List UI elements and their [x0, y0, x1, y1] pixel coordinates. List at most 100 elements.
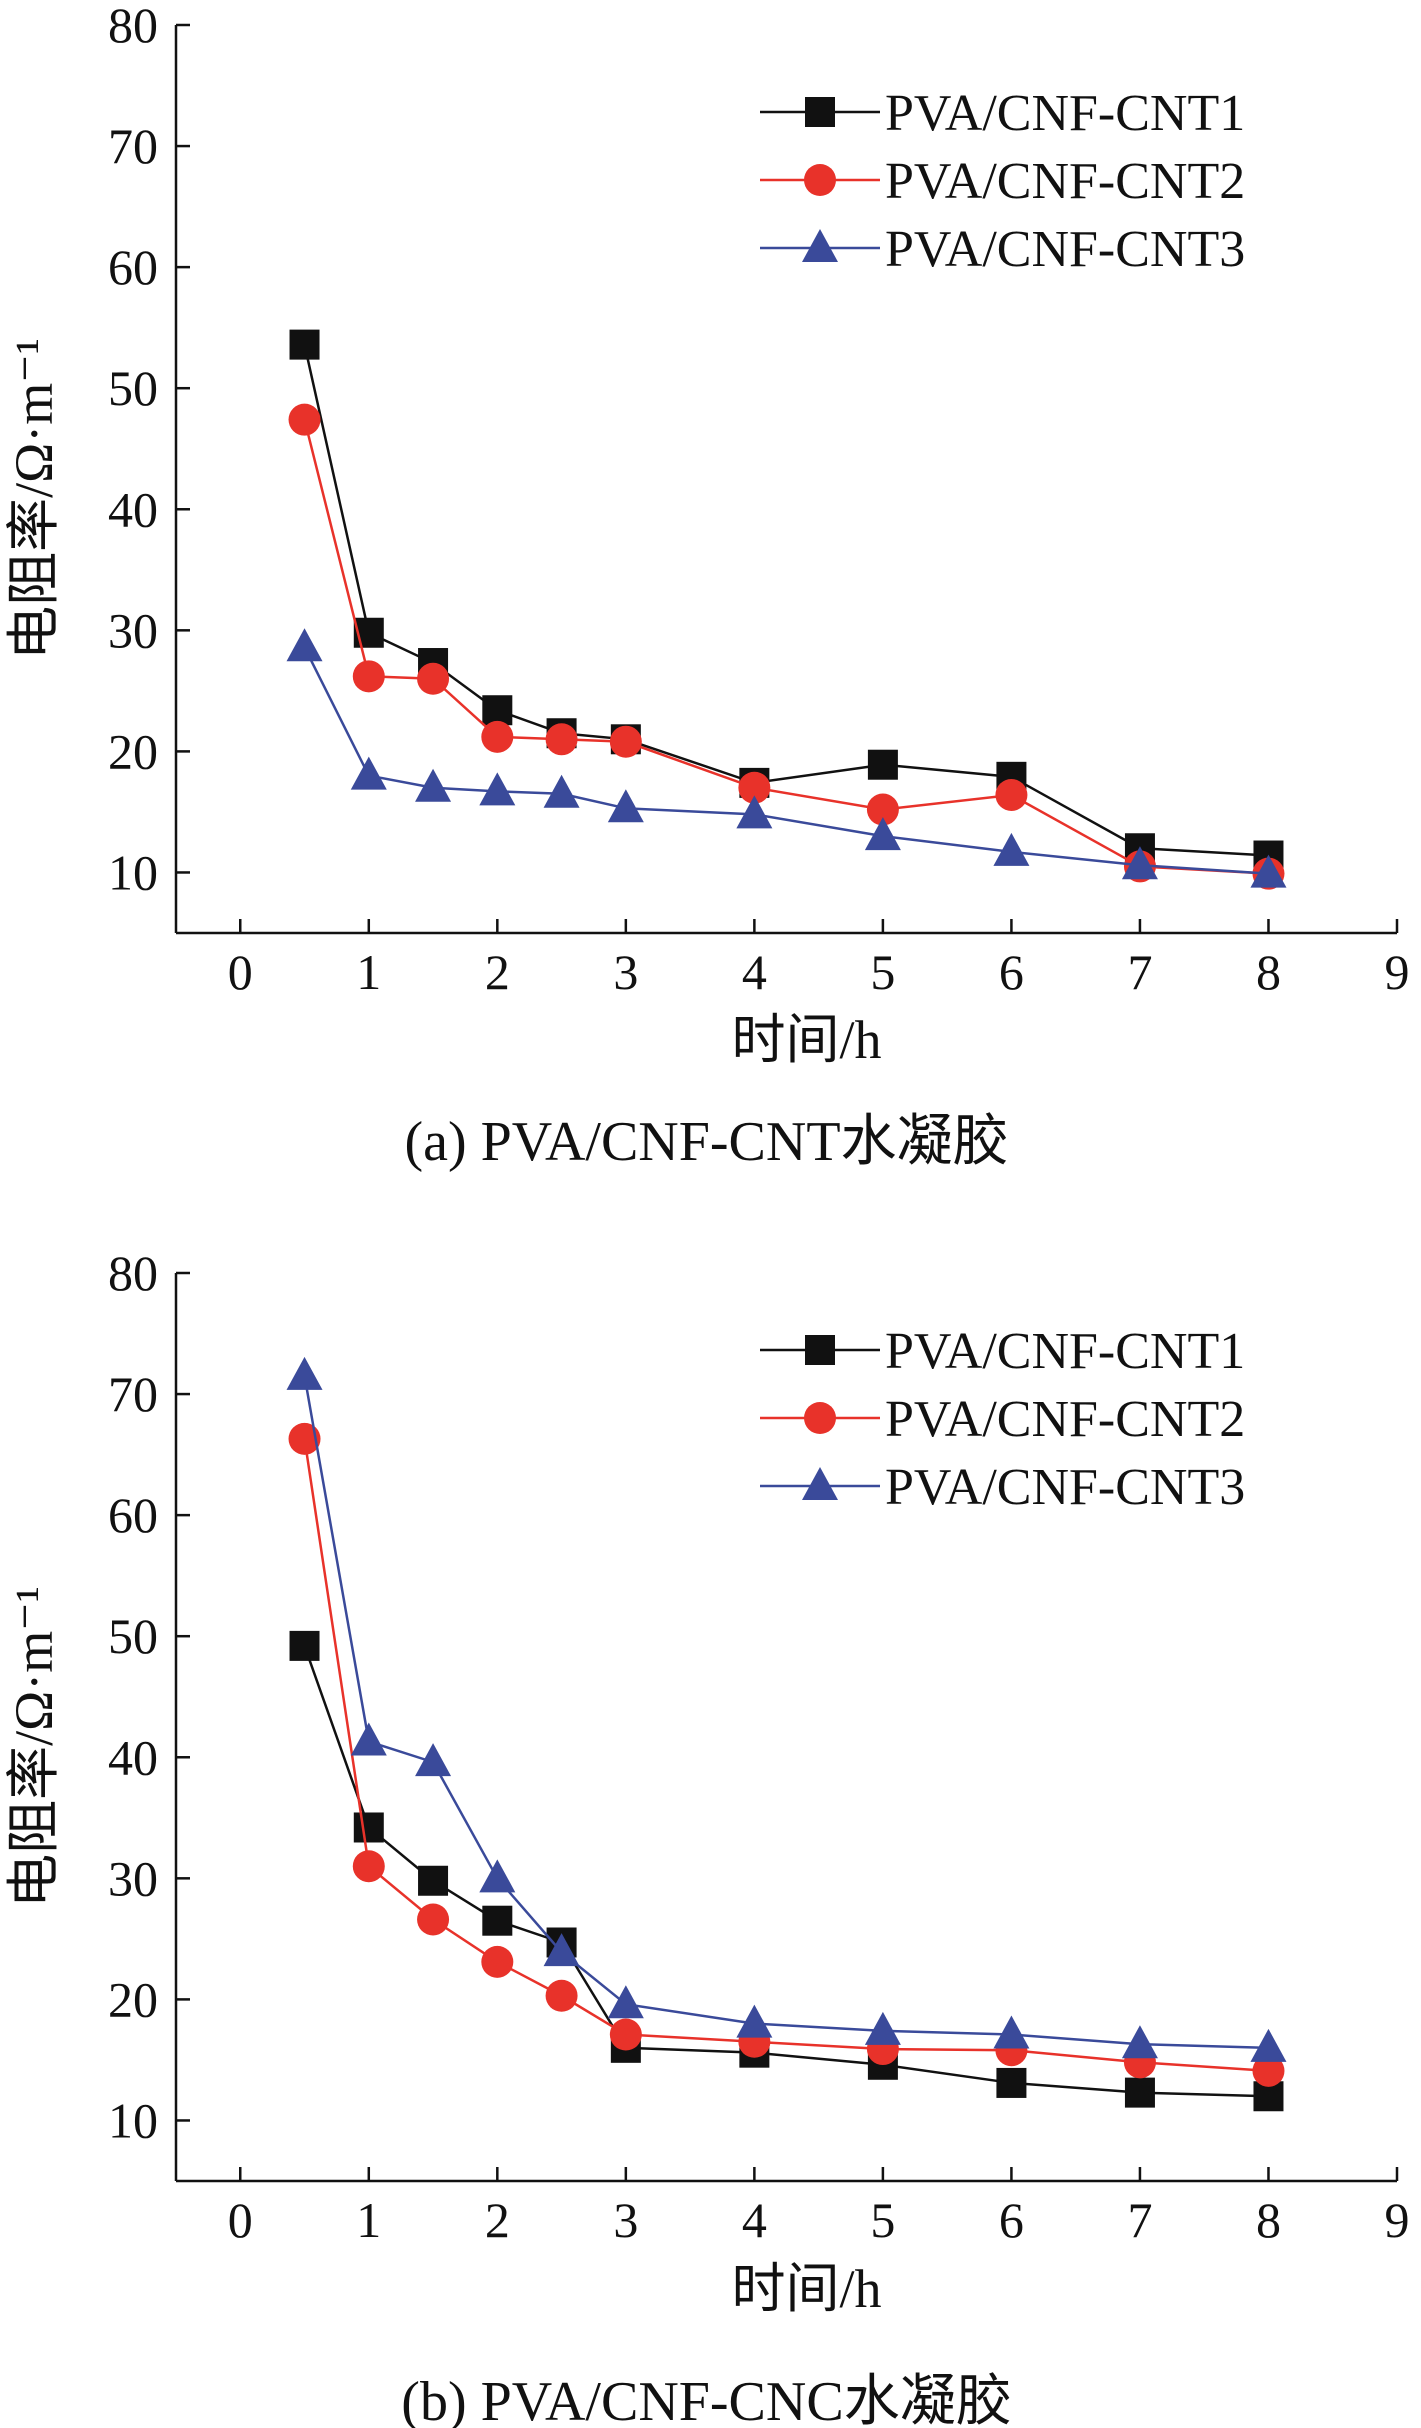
- legend-marker: [804, 164, 836, 196]
- y-tick-label: 50: [108, 360, 158, 416]
- data-point: [1252, 2054, 1285, 2087]
- data-point: [288, 1422, 321, 1455]
- legend-label: PVA/CNF-CNT2: [885, 1391, 1245, 1448]
- data-point: [736, 795, 773, 829]
- x-tick-label: 2: [485, 944, 510, 1000]
- series-line: [303, 344, 1269, 857]
- x-tick-label: 1: [356, 944, 381, 1000]
- legend-label: PVA/CNF-CNT3: [885, 1459, 1245, 1516]
- x-tick-label: 6: [999, 2192, 1024, 2248]
- data-point: [481, 1945, 514, 1978]
- data-point: [1121, 2025, 1158, 2059]
- data-point: [609, 725, 642, 758]
- data-point: [996, 2067, 1027, 2098]
- y-tick-label: 30: [108, 602, 158, 658]
- data-point: [479, 772, 516, 806]
- data-point: [288, 403, 321, 436]
- legend-label: PVA/CNF-CNT3: [885, 221, 1245, 278]
- data-point: [864, 817, 901, 851]
- legend: PVA/CNF-CNT1 PVA/CNF-CNT2 PVA/CNF-CNT3: [760, 1323, 1245, 1516]
- series-3: [286, 1356, 1287, 2062]
- data-point: [545, 1979, 578, 2012]
- y-tick-label: 30: [108, 1850, 158, 1906]
- legend-marker: [805, 1335, 835, 1365]
- x-tick-label: 3: [613, 2192, 638, 2248]
- data-point: [543, 774, 580, 808]
- series-2: [288, 1422, 1285, 2087]
- y-tick-label: 20: [108, 1971, 158, 2027]
- data-point: [418, 1865, 449, 1896]
- x-tick-label: 8: [1256, 2192, 1281, 2248]
- y-tick-label: 60: [108, 239, 158, 295]
- data-point: [543, 1933, 580, 1967]
- data-point: [352, 1850, 385, 1883]
- y-tick-label: 10: [108, 844, 158, 900]
- x-tick-label: 2: [485, 2192, 510, 2248]
- data-point: [286, 1356, 323, 1390]
- x-tick-label: 7: [1127, 944, 1152, 1000]
- data-point: [738, 771, 771, 804]
- x-tick-label: 4: [742, 944, 767, 1000]
- data-point: [993, 2015, 1030, 2049]
- data-point: [415, 1743, 452, 1777]
- data-point: [352, 660, 385, 693]
- legend-label: PVA/CNF-CNT1: [885, 1323, 1245, 1380]
- data-point: [607, 1985, 644, 2019]
- legend-marker: [802, 1467, 838, 1500]
- data-point: [995, 778, 1028, 811]
- y-tick-label: 50: [108, 1608, 158, 1664]
- chart-panel-a: 10 20 30 40 50 60 70 80 0 1 2 3 4 5 6 7 8 9 时间/h 电阻率/Ω·m⁻¹ (…: [4, 0, 1410, 1173]
- data-point: [350, 756, 387, 790]
- legend-marker: [802, 229, 838, 262]
- legend-label: PVA/CNF-CNT2: [885, 153, 1245, 210]
- data-point: [482, 695, 513, 726]
- data-point: [993, 832, 1030, 866]
- series-2: [288, 403, 1285, 890]
- data-point: [1121, 846, 1158, 880]
- y-tick-label: 80: [108, 0, 158, 53]
- legend: PVA/CNF-CNT1 PVA/CNF-CNT2 PVA/CNF-CNT3: [760, 85, 1245, 278]
- x-tick-label: 8: [1256, 944, 1281, 1000]
- y-tick-label: 40: [108, 1729, 158, 1785]
- y-tick-label: 40: [108, 481, 158, 537]
- series-3: [286, 628, 1287, 888]
- x-tick-label: 5: [870, 944, 895, 1000]
- data-point: [286, 628, 323, 662]
- data-point: [866, 793, 899, 826]
- y-tick-label: 80: [108, 1245, 158, 1301]
- chart-caption: (a) PVA/CNF-CNT水凝胶: [404, 1111, 1008, 1173]
- x-tick-label: 0: [228, 2192, 253, 2248]
- data-point: [481, 720, 514, 753]
- data-point: [736, 2004, 773, 2038]
- data-point: [1124, 2077, 1155, 2108]
- x-tick-label: 4: [742, 2192, 767, 2248]
- x-axis-label: 时间/h: [731, 1010, 881, 1070]
- x-tick-label: 7: [1127, 2192, 1152, 2248]
- y-tick-label: 70: [108, 118, 158, 174]
- data-point: [417, 662, 450, 695]
- data-point: [867, 749, 898, 780]
- y-tick-label: 20: [108, 723, 158, 779]
- series-line: [303, 1438, 1269, 2073]
- x-tick-label: 6: [999, 944, 1024, 1000]
- legend-label: PVA/CNF-CNT1: [885, 85, 1245, 142]
- y-tick-label: 10: [108, 2092, 158, 2148]
- data-point: [289, 329, 320, 360]
- data-point: [609, 2018, 642, 2051]
- x-tick-label: 3: [613, 944, 638, 1000]
- data-point: [482, 1905, 513, 1936]
- series-line: [303, 1645, 1269, 2098]
- series-line: [303, 419, 1269, 875]
- x-tick-label: 9: [1385, 2192, 1410, 2248]
- x-tick-label: 5: [870, 2192, 895, 2248]
- legend-marker: [804, 1402, 836, 1434]
- y-axis-label: 电阻率/Ω·m⁻¹: [4, 338, 64, 660]
- y-tick-label: 70: [108, 1366, 158, 1422]
- x-tick-label: 0: [228, 944, 253, 1000]
- chart-caption: (b) PVA/CNF-CNC水凝胶: [401, 2371, 1011, 2428]
- x-tick-label: 1: [356, 2192, 381, 2248]
- data-point: [607, 789, 644, 823]
- data-point: [1250, 854, 1287, 888]
- y-axis-label: 电阻率/Ω·m⁻¹: [4, 1586, 64, 1908]
- data-point: [289, 1630, 320, 1661]
